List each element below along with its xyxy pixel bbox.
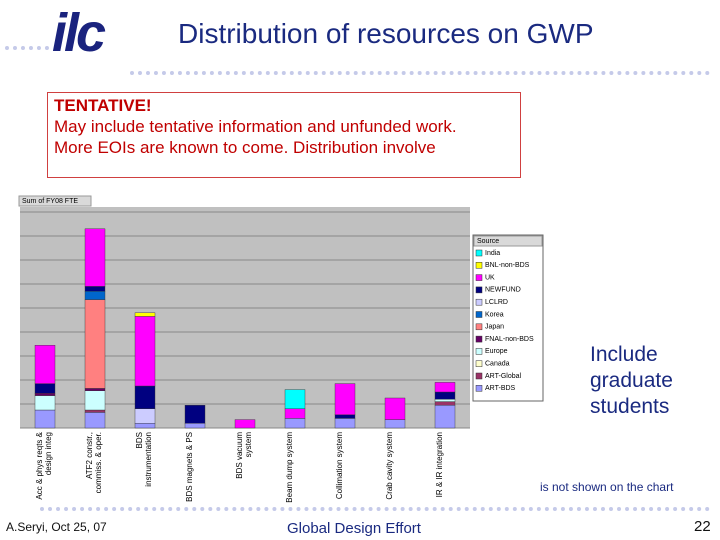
bar-segment [84, 290, 106, 300]
x-tick-label: Beam dump system [285, 432, 294, 503]
bar-segment [84, 409, 106, 413]
bar-segment [34, 395, 56, 411]
legend-swatch [475, 360, 483, 367]
bar-segment [84, 228, 106, 287]
legend-swatch [475, 262, 483, 269]
bar-segment [384, 397, 406, 420]
bar-segment [84, 286, 106, 292]
bar-segment [84, 412, 106, 429]
slide-title: Distribution of resources on GWP [178, 18, 594, 49]
note-line: May include tentative information and un… [54, 117, 457, 136]
note-line: More EOIs are known to come. Distributio… [54, 138, 436, 157]
legend-label: FNAL-non-BDS [485, 336, 534, 343]
footer-author: A.Seryi, Oct 25, 07 [6, 520, 107, 534]
bar-segment [134, 385, 156, 409]
legend-label: India [485, 250, 500, 257]
bar-segment [134, 316, 156, 387]
bar-segment [34, 392, 56, 396]
legend-box [472, 234, 544, 402]
bar-segment [134, 312, 156, 317]
bar-segment [184, 404, 206, 424]
legend-swatch [475, 335, 483, 343]
bar-segment [84, 388, 106, 391]
x-tick-label: BDS instrumentation [135, 432, 153, 487]
dotted-rule [130, 71, 710, 75]
legend-label: Canada [485, 361, 510, 368]
legend-swatch [475, 249, 483, 257]
x-tick-label: Collimation system [335, 432, 344, 500]
legend-label: ART-Global [485, 373, 521, 380]
x-tick-label: ATF2 constr., commiss. & oper. [85, 432, 103, 494]
legend-label: NEWFUND [485, 287, 521, 294]
bar-segment [384, 419, 406, 429]
x-tick-label: Acc & phys reqts & design integ [35, 432, 53, 500]
legend-label: UK [485, 274, 495, 281]
bar-segment [434, 398, 456, 402]
side-note: Include graduate students [590, 343, 673, 418]
tentative-note: TENTATIVE! May include tentative informat… [47, 92, 521, 178]
page-number: 22 [694, 518, 711, 535]
bar-segment [434, 401, 456, 406]
legend-swatch [475, 286, 483, 294]
x-tick-label: Crab cavity system [385, 432, 394, 500]
legend-swatch [475, 311, 483, 318]
legend-swatch [475, 385, 483, 392]
bar-segment [434, 382, 456, 393]
footer-center: Global Design Effort [287, 520, 421, 537]
chart: Sum of FY08 FTE Source ART-BDS ART-Global C… [18, 195, 545, 463]
note-line: TENTATIVE! [54, 96, 152, 115]
legend-label: LCLRD [485, 299, 508, 306]
bar-segment [284, 389, 306, 410]
legend-swatch [475, 298, 483, 306]
legend-title-button [473, 235, 543, 247]
logo: ilc [52, 3, 106, 63]
x-tick-label: BDS magnets & PS [185, 432, 194, 502]
legend-swatch [475, 274, 483, 281]
bar-segment [84, 390, 106, 411]
bar-segment [334, 418, 356, 429]
legend-title: Source [477, 238, 499, 245]
bar-segment [134, 408, 156, 424]
legend-label: Japan [485, 324, 504, 331]
bar-segment [34, 409, 56, 429]
bar-segment [234, 419, 256, 429]
bar-segment [334, 383, 356, 416]
bar-segment [84, 299, 106, 389]
dotted-rule [40, 507, 710, 511]
dotted-rule [5, 46, 49, 50]
bar-segment [284, 408, 306, 419]
chart-box: Sum of FY08 FTE Source ART-BDS ART-Global C… [18, 195, 545, 503]
legend-label: BNL-non-BDS [485, 262, 530, 269]
bar-segment [184, 422, 206, 429]
bar-segment [34, 383, 56, 394]
bar-segment [334, 414, 356, 419]
bar-segment [284, 418, 306, 429]
legend-swatch [475, 372, 483, 380]
legend-label: ART-BDS [485, 385, 516, 392]
legend-label: Europe [485, 348, 508, 355]
legend-swatch [475, 348, 483, 355]
pivot-field-button [18, 195, 92, 207]
x-tick-label: IR & IR integration [435, 432, 444, 498]
bar-segment [434, 391, 456, 400]
legend-label: Korea [485, 311, 504, 318]
chart-title: Sum of FY08 FTE [22, 198, 78, 205]
legend-swatch [475, 323, 483, 331]
bar-segment [34, 344, 56, 384]
bar-segment [134, 422, 156, 429]
footnote: is not shown on the chart [540, 480, 674, 494]
bar-segment [434, 404, 456, 429]
x-tick-label: BDS vacuum system [235, 432, 253, 479]
